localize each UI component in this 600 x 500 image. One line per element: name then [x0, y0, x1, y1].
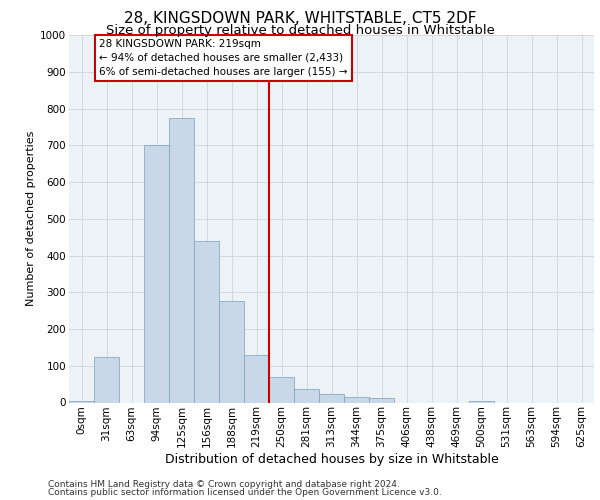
Bar [294, 389, 319, 402]
Bar [194, 241, 219, 402]
Bar [269, 377, 294, 402]
Y-axis label: Number of detached properties: Number of detached properties [26, 131, 36, 306]
Text: Size of property relative to detached houses in Whitstable: Size of property relative to detached ho… [106, 24, 494, 37]
Text: Contains public sector information licensed under the Open Government Licence v3: Contains public sector information licen… [48, 488, 442, 497]
Text: Contains HM Land Registry data © Crown copyright and database right 2024.: Contains HM Land Registry data © Crown c… [48, 480, 400, 489]
Bar [69, 400, 94, 402]
Bar [94, 356, 119, 403]
Bar [344, 397, 369, 402]
Bar [319, 394, 344, 402]
Text: 28, KINGSDOWN PARK, WHITSTABLE, CT5 2DF: 28, KINGSDOWN PARK, WHITSTABLE, CT5 2DF [124, 11, 476, 26]
Text: 28 KINGSDOWN PARK: 219sqm
← 94% of detached houses are smaller (2,433)
6% of sem: 28 KINGSDOWN PARK: 219sqm ← 94% of detac… [99, 38, 347, 76]
Bar [369, 398, 394, 402]
Bar [469, 400, 494, 402]
Bar [244, 354, 269, 403]
X-axis label: Distribution of detached houses by size in Whitstable: Distribution of detached houses by size … [164, 453, 499, 466]
Bar [144, 146, 169, 402]
Bar [219, 302, 244, 402]
Bar [169, 118, 194, 403]
